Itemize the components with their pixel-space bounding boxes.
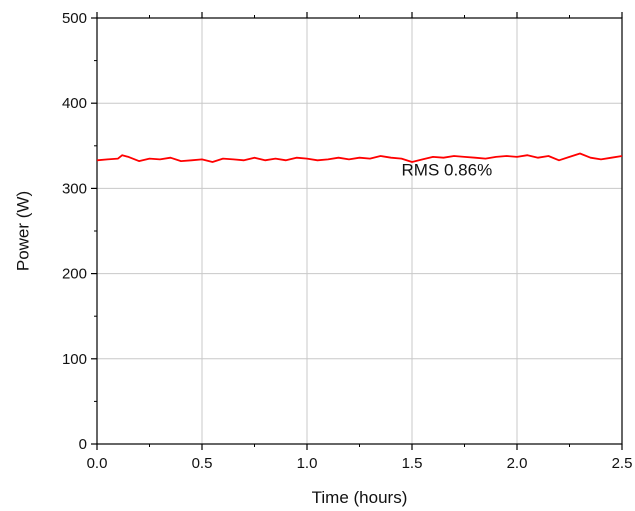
- series-line: [96, 152, 623, 163]
- x-tick-label: 1.5: [402, 455, 423, 472]
- y-tick-label: 0: [79, 436, 87, 453]
- plot-frame: [96, 17, 623, 445]
- x-tick-label: 0.5: [192, 455, 213, 472]
- y-tick-label: 500: [62, 10, 87, 27]
- series-group: [96, 152, 623, 163]
- y-tick-label: 300: [62, 180, 87, 197]
- y-tick-label: 100: [62, 351, 87, 368]
- y-axis-title: Power (W): [13, 191, 32, 271]
- x-tick-label: 2.5: [612, 455, 633, 472]
- grid: [97, 18, 622, 444]
- tick-labels: 0.0 0.5 1.0 1.5 2.0 2.5 0 100 200 300 400 500: [62, 10, 632, 472]
- x-tick-label: 1.0: [297, 455, 318, 472]
- x-tick-label: 2.0: [507, 455, 528, 472]
- x-tick-label: 0.0: [87, 455, 108, 472]
- y-tick-label: 400: [62, 95, 87, 112]
- y-tick-label: 200: [62, 266, 87, 283]
- annotations: RMS 0.86%: [402, 161, 493, 180]
- annotation-label: RMS 0.86%: [402, 161, 493, 180]
- ticks: [91, 12, 623, 450]
- x-axis-title: Time (hours): [312, 488, 408, 507]
